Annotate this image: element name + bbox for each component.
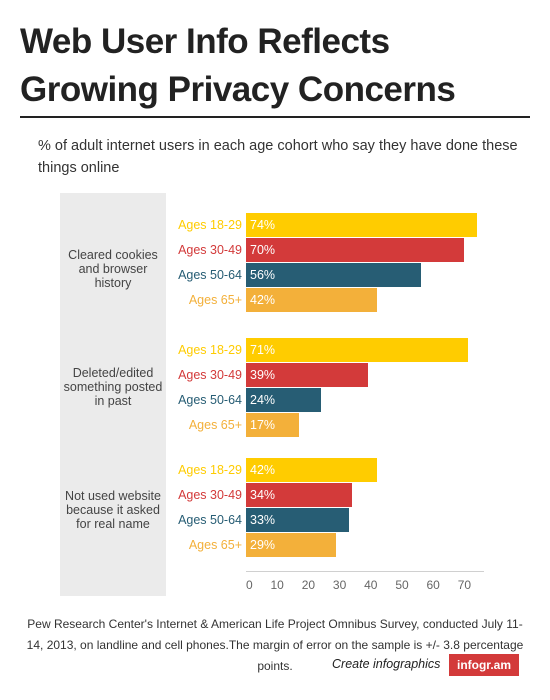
bar-series-label: Ages 50-64 bbox=[178, 513, 242, 527]
bar bbox=[246, 263, 421, 287]
x-tick-label: 40 bbox=[364, 578, 378, 592]
bar bbox=[246, 363, 368, 387]
chart-subtitle: % of adult internet users in each age co… bbox=[38, 138, 518, 176]
group-label-background bbox=[60, 193, 166, 596]
bar-value-label: 74% bbox=[250, 218, 276, 232]
bar-value-label: 71% bbox=[250, 343, 276, 357]
bar bbox=[246, 338, 468, 362]
bar bbox=[246, 213, 477, 237]
x-tick-label: 10 bbox=[270, 578, 284, 592]
bar bbox=[246, 238, 464, 262]
group-label: Cleared cookies and browser history bbox=[68, 248, 158, 290]
bar-value-label: 29% bbox=[250, 538, 276, 552]
bar-value-label: 70% bbox=[250, 243, 276, 257]
x-tick-label: 0 bbox=[246, 578, 253, 592]
bar-series-label: Ages 18-29 bbox=[178, 218, 242, 232]
bar bbox=[246, 508, 349, 532]
title-divider bbox=[20, 116, 530, 118]
bar-series-label: Ages 30-49 bbox=[178, 488, 242, 502]
x-tick-label: 50 bbox=[395, 578, 409, 592]
bar-value-label: 17% bbox=[250, 418, 276, 432]
bar bbox=[246, 533, 336, 557]
bar-series-label: Ages 65+ bbox=[188, 538, 242, 552]
x-tick-label: 20 bbox=[301, 578, 316, 592]
bar-series-label: Ages 65+ bbox=[188, 293, 242, 307]
bar bbox=[246, 483, 352, 507]
bar-series-label: Ages 18-29 bbox=[178, 343, 242, 357]
bar-value-label: 33% bbox=[250, 513, 276, 527]
infogram-logo[interactable]: infogr.am bbox=[449, 654, 519, 676]
bar-value-label: 42% bbox=[250, 293, 276, 307]
bar bbox=[246, 458, 377, 482]
bar-value-label: 24% bbox=[250, 393, 276, 407]
bar bbox=[246, 413, 299, 437]
x-tick-label: 30 bbox=[332, 578, 347, 592]
bar-value-label: 39% bbox=[250, 368, 276, 382]
create-infographics-link[interactable]: Create infographics bbox=[332, 657, 441, 671]
group-label: Deleted/edited something posted in past bbox=[63, 366, 163, 408]
bar-series-label: Ages 50-64 bbox=[178, 393, 242, 407]
x-tick-label: 60 bbox=[426, 578, 440, 592]
bar-series-label: Ages 50-64 bbox=[178, 268, 242, 282]
bar bbox=[246, 288, 377, 312]
source-note: Pew Research Center's Internet & America… bbox=[26, 617, 524, 673]
chart-title: Web User Info Reflects Growing Privacy C… bbox=[20, 22, 456, 109]
bar-value-label: 56% bbox=[250, 268, 276, 282]
bar-value-label: 42% bbox=[250, 463, 276, 477]
bar-series-label: Ages 30-49 bbox=[178, 243, 242, 257]
bar-series-label: Ages 65+ bbox=[188, 418, 242, 432]
x-axis-line bbox=[246, 571, 484, 572]
group-label: Not used website because it asked for re… bbox=[65, 489, 161, 531]
bar bbox=[246, 388, 321, 412]
x-tick-label: 70 bbox=[457, 578, 472, 592]
bar-series-label: Ages 18-29 bbox=[178, 463, 242, 477]
bar-series-label: Ages 30-49 bbox=[178, 368, 242, 382]
bar-value-label: 34% bbox=[250, 488, 276, 502]
